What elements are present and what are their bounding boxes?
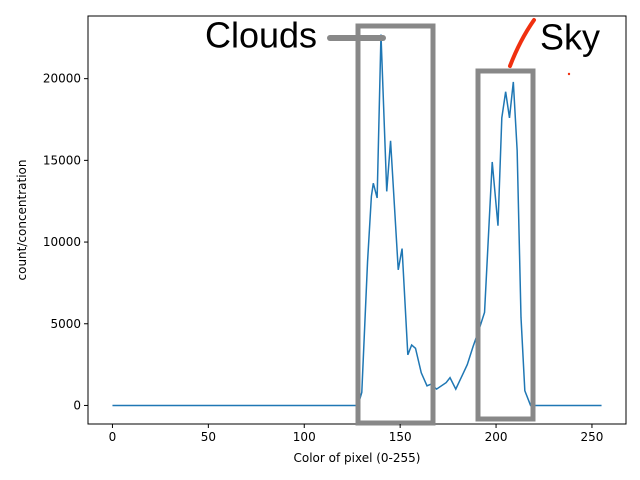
x-tick-label: 50 bbox=[201, 430, 216, 444]
x-tick-label: 100 bbox=[293, 430, 316, 444]
y-tick-label: 15000 bbox=[43, 153, 81, 167]
x-tick-label: 150 bbox=[389, 430, 412, 444]
data-line bbox=[112, 34, 602, 407]
red-dot bbox=[567, 72, 571, 76]
y-axis-label: count/concentration bbox=[15, 159, 29, 280]
y-tick-label: 5000 bbox=[50, 317, 81, 331]
x-axis-label: Color of pixel (0-255) bbox=[294, 451, 421, 465]
y-tick-label: 10000 bbox=[43, 235, 81, 249]
sky-box bbox=[475, 68, 536, 422]
y-tick-label: 0 bbox=[73, 398, 81, 412]
clouds-label: Clouds bbox=[205, 15, 317, 56]
annotation-layer: Clouds Sky bbox=[205, 15, 600, 426]
x-tick-label: 0 bbox=[109, 430, 117, 444]
sky-label: Sky bbox=[540, 17, 600, 58]
marks bbox=[112, 34, 602, 407]
x-tick-label: 200 bbox=[485, 430, 508, 444]
x-tick-label: 250 bbox=[581, 430, 604, 444]
y-tick-label: 20000 bbox=[43, 72, 81, 86]
clouds-box bbox=[355, 23, 436, 426]
sky-stroke bbox=[508, 18, 536, 68]
